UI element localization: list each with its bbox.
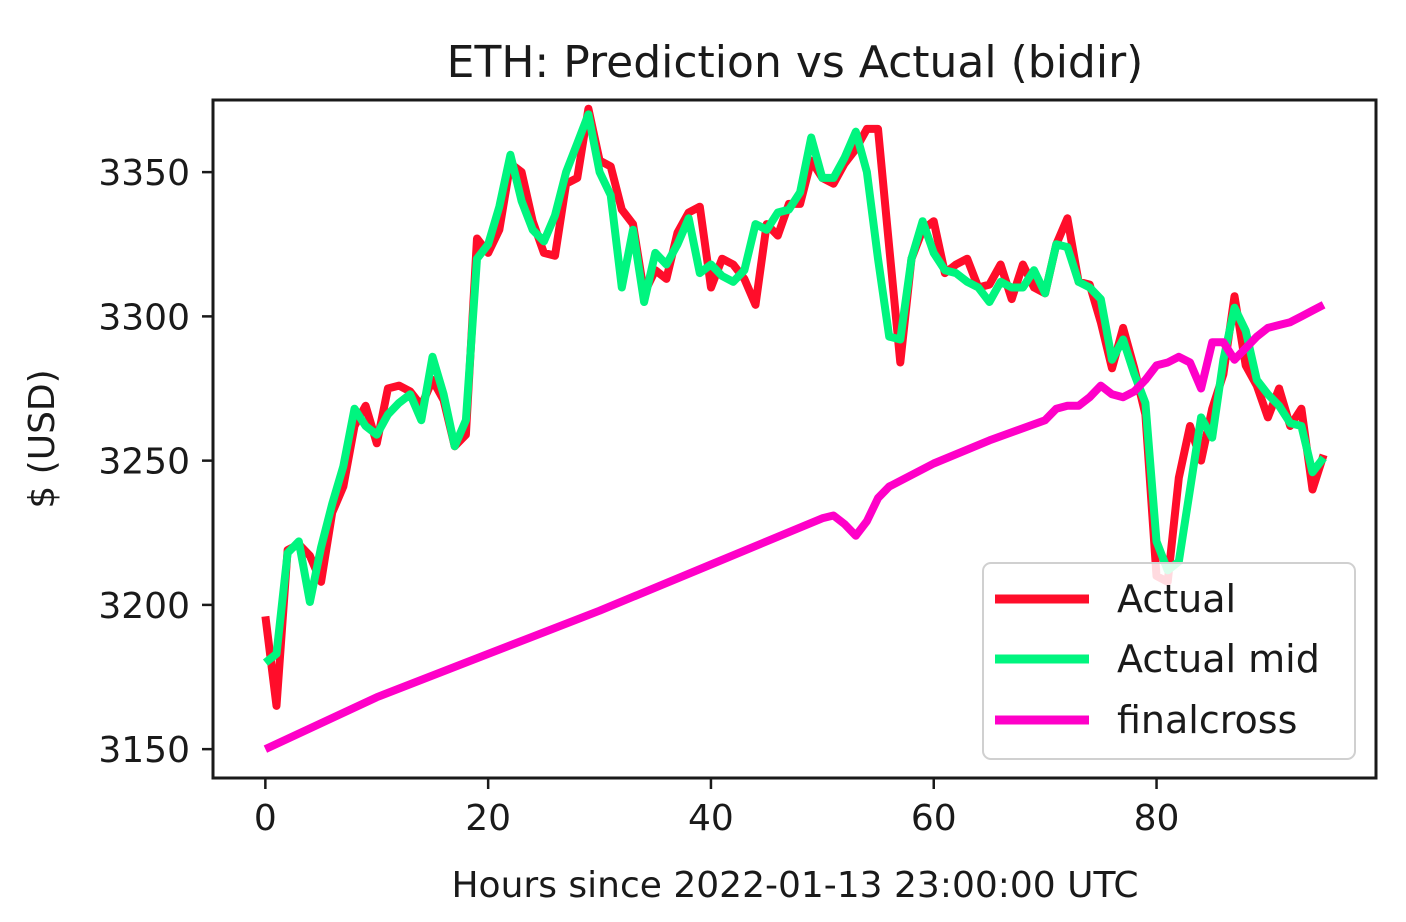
series-line-finalcross (263, 301, 1326, 753)
legend-label-actual: Actual (1117, 577, 1236, 621)
legend: Actual Actual mid finalcross (982, 562, 1356, 760)
x-tick-label: 0 (254, 798, 277, 839)
y-tick-label: 3250 (98, 442, 190, 483)
y-axis-label: $ (USD) (22, 369, 63, 508)
y-tick-label: 3300 (98, 297, 190, 338)
x-axis-label: Hours since 2022-01-13 23:00:00 UTC (451, 865, 1138, 906)
x-tick-label: 40 (688, 798, 734, 839)
x-tick-label: 20 (465, 798, 511, 839)
y-tick-label: 3200 (98, 586, 190, 627)
series-line-actual-mid (262, 110, 1327, 666)
y-tick-label: 3350 (98, 153, 190, 194)
x-ticks: 0 20 40 60 80 (254, 778, 1180, 839)
plot-frame (211, 98, 1378, 780)
y-ticks: 3150 3200 3250 3300 3350 (98, 153, 213, 771)
x-tick-label: 80 (1134, 798, 1180, 839)
x-tick-label: 60 (911, 798, 957, 839)
plot-series (261, 104, 1328, 753)
legend-box (982, 562, 1356, 760)
legend-label-actual-mid: Actual mid (1117, 637, 1320, 681)
y-tick-label: 3150 (98, 730, 190, 771)
chart-title: ETH: Prediction vs Actual (bidir) (447, 37, 1144, 88)
legend-label-finalcross: finalcross (1117, 698, 1297, 742)
